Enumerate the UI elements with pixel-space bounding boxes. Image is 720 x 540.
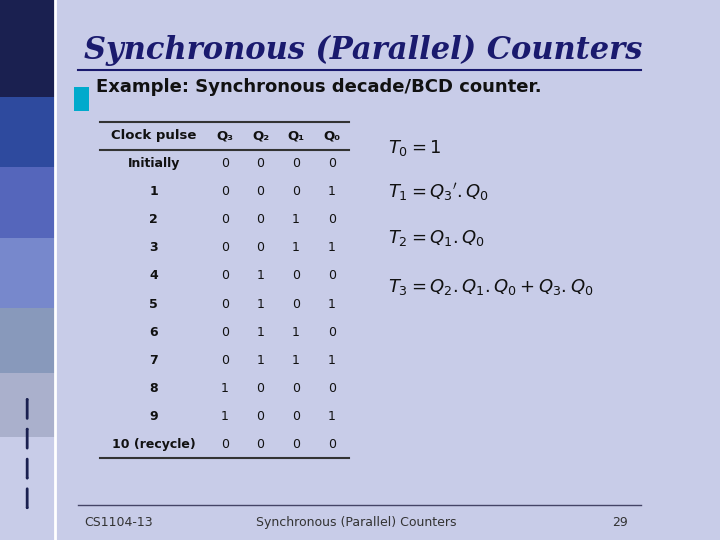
Text: 0: 0 — [221, 326, 229, 339]
Text: 0: 0 — [221, 298, 229, 310]
Text: 0: 0 — [221, 354, 229, 367]
Text: 6: 6 — [149, 326, 158, 339]
Text: 1: 1 — [221, 382, 229, 395]
Text: 0: 0 — [256, 438, 264, 451]
Text: 29: 29 — [612, 516, 628, 529]
Text: 0: 0 — [292, 438, 300, 451]
Text: 1: 1 — [292, 213, 300, 226]
Text: 4: 4 — [149, 269, 158, 282]
Text: $T_3 = Q_2.Q_1.Q_0 + Q_3.Q_0$: $T_3 = Q_2.Q_1.Q_0 + Q_3.Q_0$ — [388, 277, 594, 298]
Text: 0: 0 — [328, 269, 336, 282]
Text: 1: 1 — [256, 354, 264, 367]
Text: 3: 3 — [149, 241, 158, 254]
Text: 1: 1 — [328, 185, 336, 198]
Text: 0: 0 — [256, 157, 264, 170]
Text: 1: 1 — [292, 354, 300, 367]
Text: 0: 0 — [221, 157, 229, 170]
Text: Q₃: Q₃ — [217, 129, 233, 142]
Text: 1: 1 — [292, 326, 300, 339]
Text: 1: 1 — [256, 326, 264, 339]
Text: 0: 0 — [256, 185, 264, 198]
Text: 8: 8 — [149, 382, 158, 395]
Text: 1: 1 — [328, 298, 336, 310]
Text: 0: 0 — [292, 382, 300, 395]
Text: 0: 0 — [328, 382, 336, 395]
FancyBboxPatch shape — [0, 167, 55, 238]
Text: Q₁: Q₁ — [287, 129, 305, 142]
FancyBboxPatch shape — [0, 0, 55, 97]
Text: $T_1 = Q_3{}'.Q_0$: $T_1 = Q_3{}'.Q_0$ — [388, 181, 490, 202]
Text: 0: 0 — [328, 326, 336, 339]
Text: 1: 1 — [328, 241, 336, 254]
FancyBboxPatch shape — [0, 373, 55, 437]
Text: 7: 7 — [149, 354, 158, 367]
Text: 10 (recycle): 10 (recycle) — [112, 438, 196, 451]
FancyBboxPatch shape — [0, 97, 55, 167]
Text: 9: 9 — [149, 410, 158, 423]
Text: 1: 1 — [328, 354, 336, 367]
Text: 0: 0 — [328, 157, 336, 170]
Text: 0: 0 — [256, 241, 264, 254]
Text: Q₂: Q₂ — [252, 129, 269, 142]
Text: 1: 1 — [221, 410, 229, 423]
Text: $T_2 = Q_1.Q_0$: $T_2 = Q_1.Q_0$ — [388, 227, 485, 248]
Text: Example: Synchronous decade/BCD counter.: Example: Synchronous decade/BCD counter. — [96, 78, 541, 97]
Text: Synchronous (Parallel) Counters: Synchronous (Parallel) Counters — [256, 516, 456, 529]
Text: 0: 0 — [221, 438, 229, 451]
FancyBboxPatch shape — [0, 308, 55, 373]
Text: 0: 0 — [256, 213, 264, 226]
FancyBboxPatch shape — [74, 87, 89, 111]
Text: 0: 0 — [328, 438, 336, 451]
Text: 1: 1 — [328, 410, 336, 423]
Text: 1: 1 — [256, 298, 264, 310]
Text: 0: 0 — [292, 410, 300, 423]
Text: 0: 0 — [256, 410, 264, 423]
Text: 1: 1 — [292, 241, 300, 254]
Text: 0: 0 — [221, 213, 229, 226]
Text: 0: 0 — [221, 241, 229, 254]
Text: 0: 0 — [292, 298, 300, 310]
Text: 1: 1 — [256, 269, 264, 282]
Text: CS1104-13: CS1104-13 — [84, 516, 153, 529]
Text: $T_0 = 1$: $T_0 = 1$ — [388, 138, 441, 159]
Text: 0: 0 — [221, 185, 229, 198]
Text: 0: 0 — [256, 382, 264, 395]
Text: Synchronous (Parallel) Counters: Synchronous (Parallel) Counters — [84, 35, 642, 66]
Text: 5: 5 — [149, 298, 158, 310]
Text: 0: 0 — [328, 213, 336, 226]
Text: 0: 0 — [292, 269, 300, 282]
Text: 2: 2 — [149, 213, 158, 226]
Text: 0: 0 — [292, 185, 300, 198]
Text: Initially: Initially — [127, 157, 180, 170]
FancyBboxPatch shape — [0, 238, 55, 308]
Text: 0: 0 — [292, 157, 300, 170]
Text: 0: 0 — [221, 269, 229, 282]
Text: 1: 1 — [149, 185, 158, 198]
Text: Q₀: Q₀ — [323, 129, 340, 142]
Text: Clock pulse: Clock pulse — [111, 129, 197, 142]
